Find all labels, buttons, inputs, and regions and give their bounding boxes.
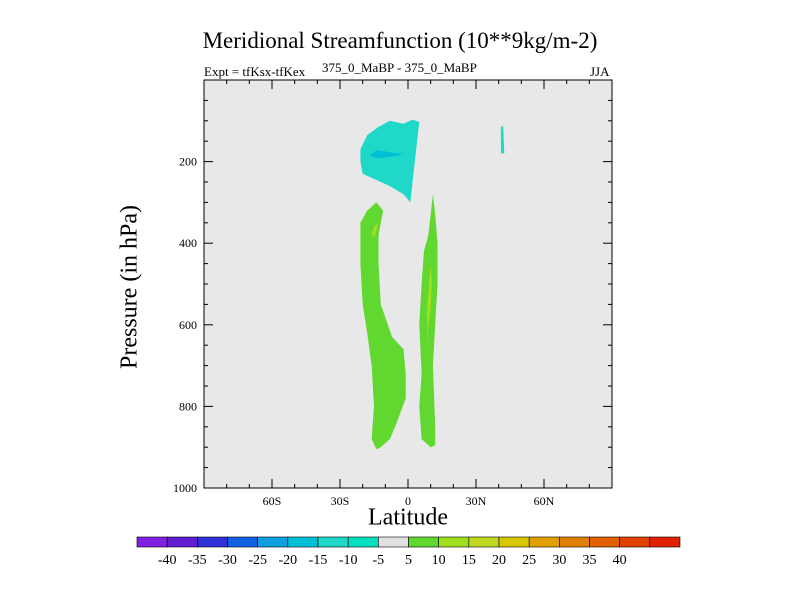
- colorbar-swatch: [317, 536, 349, 548]
- northern-positive-core: [427, 263, 432, 346]
- colorbar-swatch: [559, 536, 590, 548]
- southern-positive-core: [371, 222, 379, 238]
- colorbar-swatch: [619, 536, 651, 548]
- colorbar-label: -25: [248, 553, 267, 568]
- x-tick-label: 30N: [466, 494, 487, 508]
- y-tick-label: 200: [179, 155, 197, 169]
- colorbar-swatch: [649, 536, 681, 548]
- colorbar-label: -40: [158, 553, 177, 568]
- x-tick-label: 0: [405, 494, 411, 508]
- colorbar-label: -15: [309, 553, 328, 568]
- experiment-label: Expt = tfKsx-tfKex: [204, 64, 306, 79]
- x-tick-label: 60N: [534, 494, 555, 508]
- axis-ticks: 60S 30S 0 30N 60N 200 400 600 800 1000: [173, 80, 612, 508]
- colorbar-swatch: [136, 536, 168, 548]
- colorbar-label: -30: [218, 553, 237, 568]
- colorbar-label: 25: [522, 553, 536, 568]
- colorbar-swatch: [197, 536, 228, 548]
- southern-negative-core: [369, 150, 406, 159]
- colorbar-label: 20: [492, 553, 506, 568]
- colorbar-swatch: [498, 536, 530, 548]
- colorbar-label: -20: [278, 553, 297, 568]
- colorbar-label: 15: [462, 553, 476, 568]
- y-tick-label: 800: [179, 399, 197, 413]
- colorbar-label: 5: [405, 553, 412, 568]
- x-axis-label: Latitude: [368, 504, 448, 531]
- colorbar-swatch: [528, 536, 560, 548]
- colorbar-swatch: [257, 536, 289, 548]
- colorbar-label: 40: [613, 553, 627, 568]
- colorbar-label: -35: [188, 553, 207, 568]
- colorbar-swatch: [408, 536, 439, 548]
- colorbar-swatch: [468, 536, 500, 548]
- southern-negative-cell: [360, 119, 420, 203]
- x-tick-label: 60S: [263, 494, 282, 508]
- colorbar: -40 -35 -30 -25 -20 -15 -10 -5 5 10 15 20 25 30 35 40: [136, 536, 681, 568]
- x-tick-label: 30S: [331, 494, 350, 508]
- colorbar-label: 35: [583, 553, 597, 568]
- colorbar-swatch: [589, 536, 620, 548]
- northern-negative-sliver: [500, 126, 505, 154]
- colorbar-swatch: [227, 536, 258, 548]
- southern-positive-cell: [360, 202, 406, 450]
- chart-title: Meridional Streamfunction (10**9kg/m-2): [202, 28, 598, 53]
- colorbar-swatch: [287, 536, 319, 548]
- experiment-difference-label: 375_0_MaBP - 375_0_MaBP: [322, 60, 477, 75]
- colorbar-label: 10: [432, 553, 446, 568]
- colorbar-label: 30: [552, 553, 566, 568]
- colorbar-label: -10: [339, 553, 358, 568]
- contour-regions: [360, 119, 505, 450]
- colorbar-label: -5: [372, 553, 384, 568]
- colorbar-swatch: [166, 536, 198, 548]
- colorbar-swatch: [347, 536, 379, 548]
- y-tick-label: 1000: [173, 481, 197, 495]
- colorbar-swatch: [438, 536, 470, 548]
- colorbar-swatch: [378, 536, 409, 548]
- y-tick-label: 400: [179, 236, 197, 250]
- y-tick-label: 600: [179, 318, 197, 332]
- season-label: JJA: [590, 64, 610, 79]
